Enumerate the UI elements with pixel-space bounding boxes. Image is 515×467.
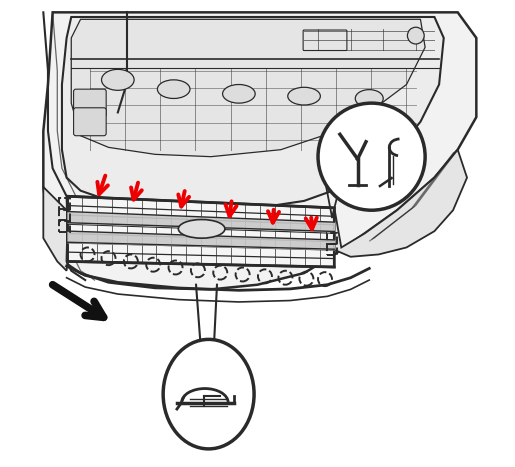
Bar [59,210,70,220]
Ellipse shape [101,70,134,90]
Bar [59,198,70,209]
Polygon shape [43,12,476,290]
Bar [327,244,337,255]
Polygon shape [62,17,444,209]
Ellipse shape [158,80,190,99]
Polygon shape [43,187,67,271]
Ellipse shape [222,85,255,103]
Polygon shape [71,19,425,156]
Polygon shape [67,196,334,267]
Ellipse shape [288,87,320,105]
Circle shape [318,103,425,210]
Bar [59,221,70,232]
Polygon shape [334,150,467,257]
FancyBboxPatch shape [74,108,106,136]
Ellipse shape [355,90,383,107]
Circle shape [407,27,424,44]
Ellipse shape [163,340,254,449]
Bar [327,233,337,243]
FancyBboxPatch shape [74,89,106,117]
Ellipse shape [178,219,225,238]
